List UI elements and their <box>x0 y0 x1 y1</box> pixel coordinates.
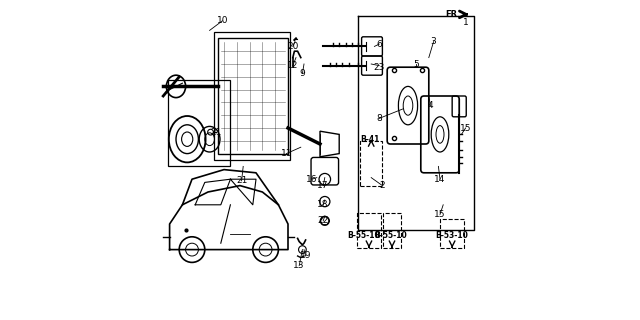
Text: 9: 9 <box>300 69 305 78</box>
Text: 10: 10 <box>217 16 228 25</box>
Text: 12: 12 <box>287 61 298 70</box>
Text: 23: 23 <box>374 63 385 72</box>
Text: 5: 5 <box>413 60 419 68</box>
Text: 17: 17 <box>317 181 329 190</box>
Text: 6: 6 <box>376 40 382 49</box>
Text: B-41: B-41 <box>360 135 380 144</box>
Text: 22: 22 <box>317 216 329 225</box>
Text: 11: 11 <box>281 149 292 158</box>
Text: 21: 21 <box>211 128 221 137</box>
Text: 4: 4 <box>428 101 433 110</box>
Text: 8: 8 <box>376 114 382 123</box>
Text: 14: 14 <box>435 175 445 184</box>
Text: 15: 15 <box>435 210 445 219</box>
Text: 16: 16 <box>307 175 317 184</box>
Text: FR.: FR. <box>445 10 461 19</box>
Text: 20: 20 <box>287 42 298 51</box>
Text: 18: 18 <box>317 200 329 209</box>
Text: 15: 15 <box>460 124 471 132</box>
Text: B-55-10: B-55-10 <box>347 231 380 240</box>
Text: 13: 13 <box>294 261 305 270</box>
Text: 3: 3 <box>431 37 436 46</box>
Text: B-55-10: B-55-10 <box>374 231 407 240</box>
Text: 2: 2 <box>380 181 385 190</box>
Text: 1: 1 <box>463 18 468 27</box>
Bar <box>214 32 290 160</box>
Text: B-53-10: B-53-10 <box>435 231 468 240</box>
Bar <box>168 80 230 166</box>
Text: 19: 19 <box>300 252 311 260</box>
Text: 21: 21 <box>236 176 247 185</box>
